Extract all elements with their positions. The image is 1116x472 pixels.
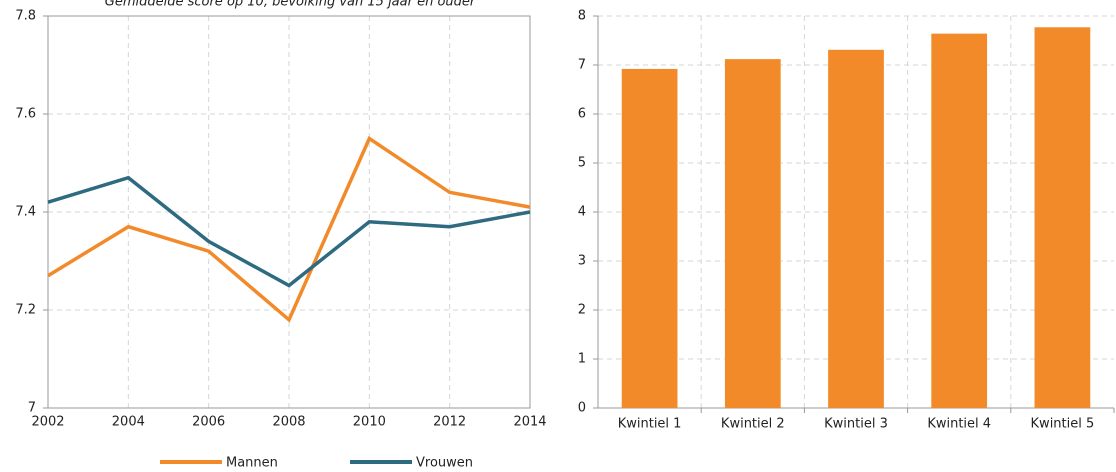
y-tick-label: 7.8 [15,9,36,24]
bar [1034,27,1091,409]
line-series [47,175,531,288]
x-tick-label: 2008 [272,415,305,430]
x-tick-label: 2010 [353,415,386,430]
y-tick-label: 4 [578,205,586,220]
bar [828,49,884,409]
bar [931,33,988,408]
legend-label: Vrouwen [416,456,473,471]
x-tick-label: 2002 [31,415,64,430]
x-tick-label: Kwintiel 5 [1031,417,1095,432]
y-tick-label: 7.4 [15,205,36,220]
line-series [47,135,531,323]
bar [724,59,781,409]
x-tick-label: 2014 [513,415,546,430]
x-tick-label: 2006 [192,415,225,430]
y-tick-label: 6 [578,107,586,122]
y-tick-label: 7 [28,401,36,416]
legend-label: Mannen [226,456,278,471]
y-tick-label: 5 [578,156,586,171]
y-tick-label: 3 [578,254,586,269]
chart-subtitle: Gemiddelde score op 10, bevolking van 15… [105,0,477,10]
y-tick-label: 7.6 [15,107,36,122]
y-tick-label: 2 [578,303,586,318]
x-tick-label: Kwintiel 4 [927,417,991,432]
x-tick-label: Kwintiel 1 [618,417,682,432]
y-tick-label: 8 [578,9,586,24]
y-tick-label: 7.2 [15,303,36,318]
x-tick-label: 2004 [112,415,145,430]
x-tick-label: 2012 [433,415,466,430]
x-tick-label: Kwintiel 2 [721,417,785,432]
y-tick-label: 7 [578,58,586,73]
y-tick-label: 1 [578,352,586,367]
x-tick-label: Kwintiel 3 [824,417,888,432]
y-tick-label: 0 [578,401,586,416]
bar [621,68,678,409]
